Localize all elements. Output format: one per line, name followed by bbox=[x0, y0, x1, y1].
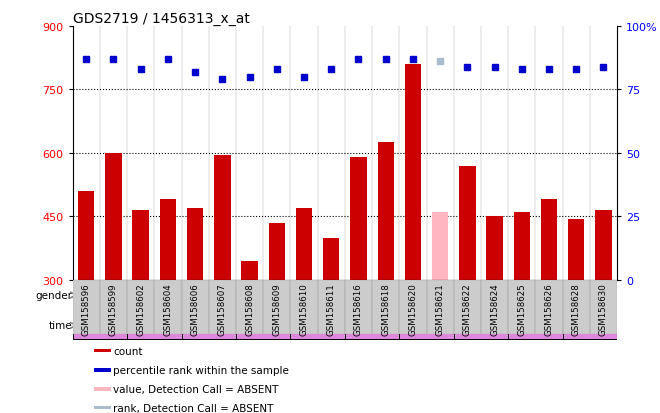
Bar bbox=[454, 280, 481, 334]
Bar bbox=[378, 143, 394, 280]
Bar bbox=[595, 211, 612, 280]
Bar bbox=[133, 211, 149, 280]
Text: 18.5 dpc: 18.5 dpc bbox=[569, 320, 611, 330]
Bar bbox=[562, 280, 590, 334]
Bar bbox=[513, 213, 530, 280]
Text: rank, Detection Call = ABSENT: rank, Detection Call = ABSENT bbox=[114, 403, 274, 413]
Text: GSM158630: GSM158630 bbox=[599, 283, 608, 335]
Text: GSM158626: GSM158626 bbox=[544, 283, 554, 335]
Bar bbox=[562, 312, 617, 339]
Bar bbox=[154, 280, 182, 334]
Bar bbox=[432, 213, 448, 280]
Text: GSM158604: GSM158604 bbox=[164, 283, 172, 335]
Bar bbox=[454, 312, 508, 339]
Bar bbox=[290, 280, 317, 334]
Bar bbox=[182, 280, 209, 334]
Text: GSM158602: GSM158602 bbox=[136, 283, 145, 335]
Text: GSM158608: GSM158608 bbox=[245, 283, 254, 335]
Bar bbox=[100, 280, 127, 334]
Text: GSM158607: GSM158607 bbox=[218, 283, 227, 335]
Text: GSM158628: GSM158628 bbox=[572, 283, 581, 335]
Bar bbox=[296, 209, 312, 280]
Bar bbox=[242, 261, 257, 280]
Bar bbox=[182, 312, 236, 339]
Text: GSM158616: GSM158616 bbox=[354, 283, 363, 335]
Text: 14.5 dpc: 14.5 dpc bbox=[460, 320, 502, 330]
Bar bbox=[263, 280, 290, 334]
Text: GSM158609: GSM158609 bbox=[273, 283, 281, 335]
Bar bbox=[541, 200, 557, 280]
Text: GSM158618: GSM158618 bbox=[381, 283, 390, 335]
Bar bbox=[290, 312, 345, 339]
Bar bbox=[94, 387, 111, 391]
Text: GSM158621: GSM158621 bbox=[436, 283, 445, 335]
Bar bbox=[236, 312, 290, 339]
Bar bbox=[269, 223, 285, 280]
Text: GSM158622: GSM158622 bbox=[463, 283, 472, 335]
Bar bbox=[127, 312, 182, 339]
Text: 11.5 dpc: 11.5 dpc bbox=[79, 320, 121, 330]
Bar bbox=[160, 200, 176, 280]
Bar bbox=[94, 406, 111, 410]
Bar bbox=[323, 238, 339, 280]
Text: gender: gender bbox=[36, 290, 73, 300]
Bar bbox=[481, 280, 508, 334]
Bar bbox=[399, 280, 426, 334]
Text: GSM158596: GSM158596 bbox=[82, 283, 90, 335]
Bar bbox=[209, 280, 236, 334]
Text: 18.5 dpc: 18.5 dpc bbox=[296, 320, 339, 330]
Bar bbox=[73, 280, 100, 334]
Text: female: female bbox=[475, 289, 515, 302]
Bar bbox=[350, 158, 366, 280]
Text: GSM158620: GSM158620 bbox=[409, 283, 417, 335]
Bar bbox=[317, 280, 345, 334]
Bar bbox=[78, 192, 94, 280]
Bar bbox=[508, 280, 535, 334]
Bar bbox=[508, 312, 562, 339]
Text: GSM158606: GSM158606 bbox=[191, 283, 199, 335]
Bar bbox=[345, 280, 372, 334]
Bar bbox=[590, 280, 617, 334]
Bar bbox=[106, 154, 121, 280]
Bar bbox=[405, 65, 421, 280]
Bar bbox=[94, 368, 111, 372]
Bar bbox=[399, 312, 454, 339]
Bar bbox=[535, 280, 563, 334]
Text: count: count bbox=[114, 346, 143, 356]
Bar bbox=[127, 280, 154, 334]
Bar bbox=[372, 280, 399, 334]
Bar bbox=[459, 166, 475, 280]
Text: GSM158599: GSM158599 bbox=[109, 283, 118, 335]
Bar bbox=[486, 217, 503, 280]
Text: percentile rank within the sample: percentile rank within the sample bbox=[114, 365, 289, 375]
Text: value, Detection Call = ABSENT: value, Detection Call = ABSENT bbox=[114, 384, 279, 394]
Text: GDS2719 / 1456313_x_at: GDS2719 / 1456313_x_at bbox=[73, 12, 249, 26]
Bar bbox=[426, 280, 454, 334]
Text: 16.5 dpc: 16.5 dpc bbox=[242, 320, 284, 330]
Text: 16.5 dpc: 16.5 dpc bbox=[514, 320, 556, 330]
Bar bbox=[187, 209, 203, 280]
Bar bbox=[345, 312, 399, 339]
Text: time: time bbox=[49, 320, 73, 330]
Bar bbox=[568, 219, 585, 280]
Text: male: male bbox=[194, 289, 224, 302]
Text: 14.5 dpc: 14.5 dpc bbox=[187, 320, 230, 330]
Text: GSM158611: GSM158611 bbox=[327, 283, 336, 335]
Bar bbox=[73, 312, 127, 339]
Bar bbox=[73, 282, 345, 309]
Text: 12.5 dpc: 12.5 dpc bbox=[133, 320, 176, 330]
Text: GSM158624: GSM158624 bbox=[490, 283, 499, 335]
Bar bbox=[94, 349, 111, 353]
Bar bbox=[236, 280, 263, 334]
Text: 12.5 dpc: 12.5 dpc bbox=[405, 320, 447, 330]
Bar bbox=[214, 156, 230, 280]
Text: 11.5 dpc: 11.5 dpc bbox=[351, 320, 393, 330]
Text: GSM158625: GSM158625 bbox=[517, 283, 526, 335]
Text: GSM158610: GSM158610 bbox=[300, 283, 308, 335]
Bar bbox=[372, 282, 617, 309]
